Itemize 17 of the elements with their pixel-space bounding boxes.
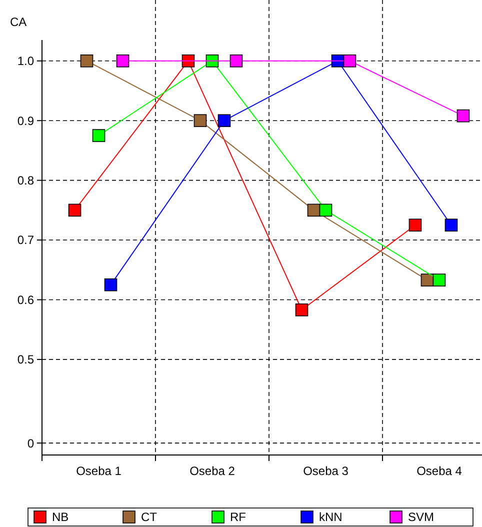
x-tick-label: Oseba 3	[303, 464, 349, 478]
y-tick-label: 0	[27, 436, 34, 450]
legend-label: kNN	[319, 510, 342, 524]
legend-label: CT	[141, 510, 158, 524]
y-axis-title: CA	[10, 15, 27, 29]
x-tick-label: Oseba 1	[76, 464, 122, 478]
legend-label: RF	[230, 510, 246, 524]
y-tick-label: 0.8	[17, 174, 34, 188]
y-tick-label: 0.5	[17, 352, 34, 367]
x-tick-label: Oseba 2	[190, 464, 236, 478]
legend-label: SVM	[408, 510, 434, 524]
y-tick-label: 1.0	[17, 54, 34, 68]
legend-label: NB	[52, 510, 69, 524]
y-tick-label: 0.7	[17, 233, 34, 248]
y-tick-label: 0.6	[17, 292, 34, 307]
x-tick-label: Oseba 4	[416, 464, 462, 478]
y-tick-label: 0.9	[17, 114, 34, 128]
